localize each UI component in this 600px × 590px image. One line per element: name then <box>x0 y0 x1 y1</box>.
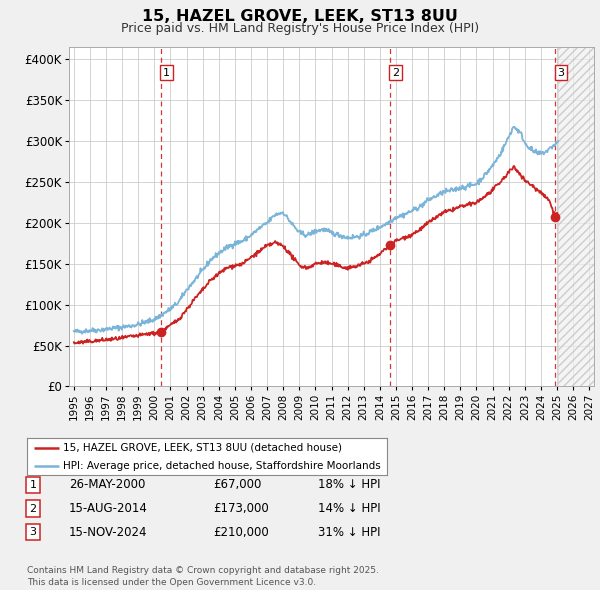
Text: 26-MAY-2000: 26-MAY-2000 <box>69 478 145 491</box>
Text: £210,000: £210,000 <box>213 526 269 539</box>
Text: £67,000: £67,000 <box>213 478 262 491</box>
Text: £173,000: £173,000 <box>213 502 269 515</box>
Text: 3: 3 <box>29 527 37 537</box>
Text: 1: 1 <box>29 480 37 490</box>
Text: 2: 2 <box>29 504 37 513</box>
Text: Contains HM Land Registry data © Crown copyright and database right 2025.
This d: Contains HM Land Registry data © Crown c… <box>27 566 379 587</box>
Text: 15, HAZEL GROVE, LEEK, ST13 8UU (detached house): 15, HAZEL GROVE, LEEK, ST13 8UU (detache… <box>63 442 342 453</box>
Text: 14% ↓ HPI: 14% ↓ HPI <box>318 502 380 515</box>
Text: 3: 3 <box>557 68 565 78</box>
Text: Price paid vs. HM Land Registry's House Price Index (HPI): Price paid vs. HM Land Registry's House … <box>121 22 479 35</box>
Text: 15-NOV-2024: 15-NOV-2024 <box>69 526 148 539</box>
Text: 31% ↓ HPI: 31% ↓ HPI <box>318 526 380 539</box>
Text: 15-AUG-2014: 15-AUG-2014 <box>69 502 148 515</box>
Text: 1: 1 <box>163 68 170 78</box>
Text: 15, HAZEL GROVE, LEEK, ST13 8UU: 15, HAZEL GROVE, LEEK, ST13 8UU <box>142 9 458 24</box>
Text: 2: 2 <box>392 68 400 78</box>
Text: HPI: Average price, detached house, Staffordshire Moorlands: HPI: Average price, detached house, Staf… <box>63 461 381 471</box>
Text: 18% ↓ HPI: 18% ↓ HPI <box>318 478 380 491</box>
